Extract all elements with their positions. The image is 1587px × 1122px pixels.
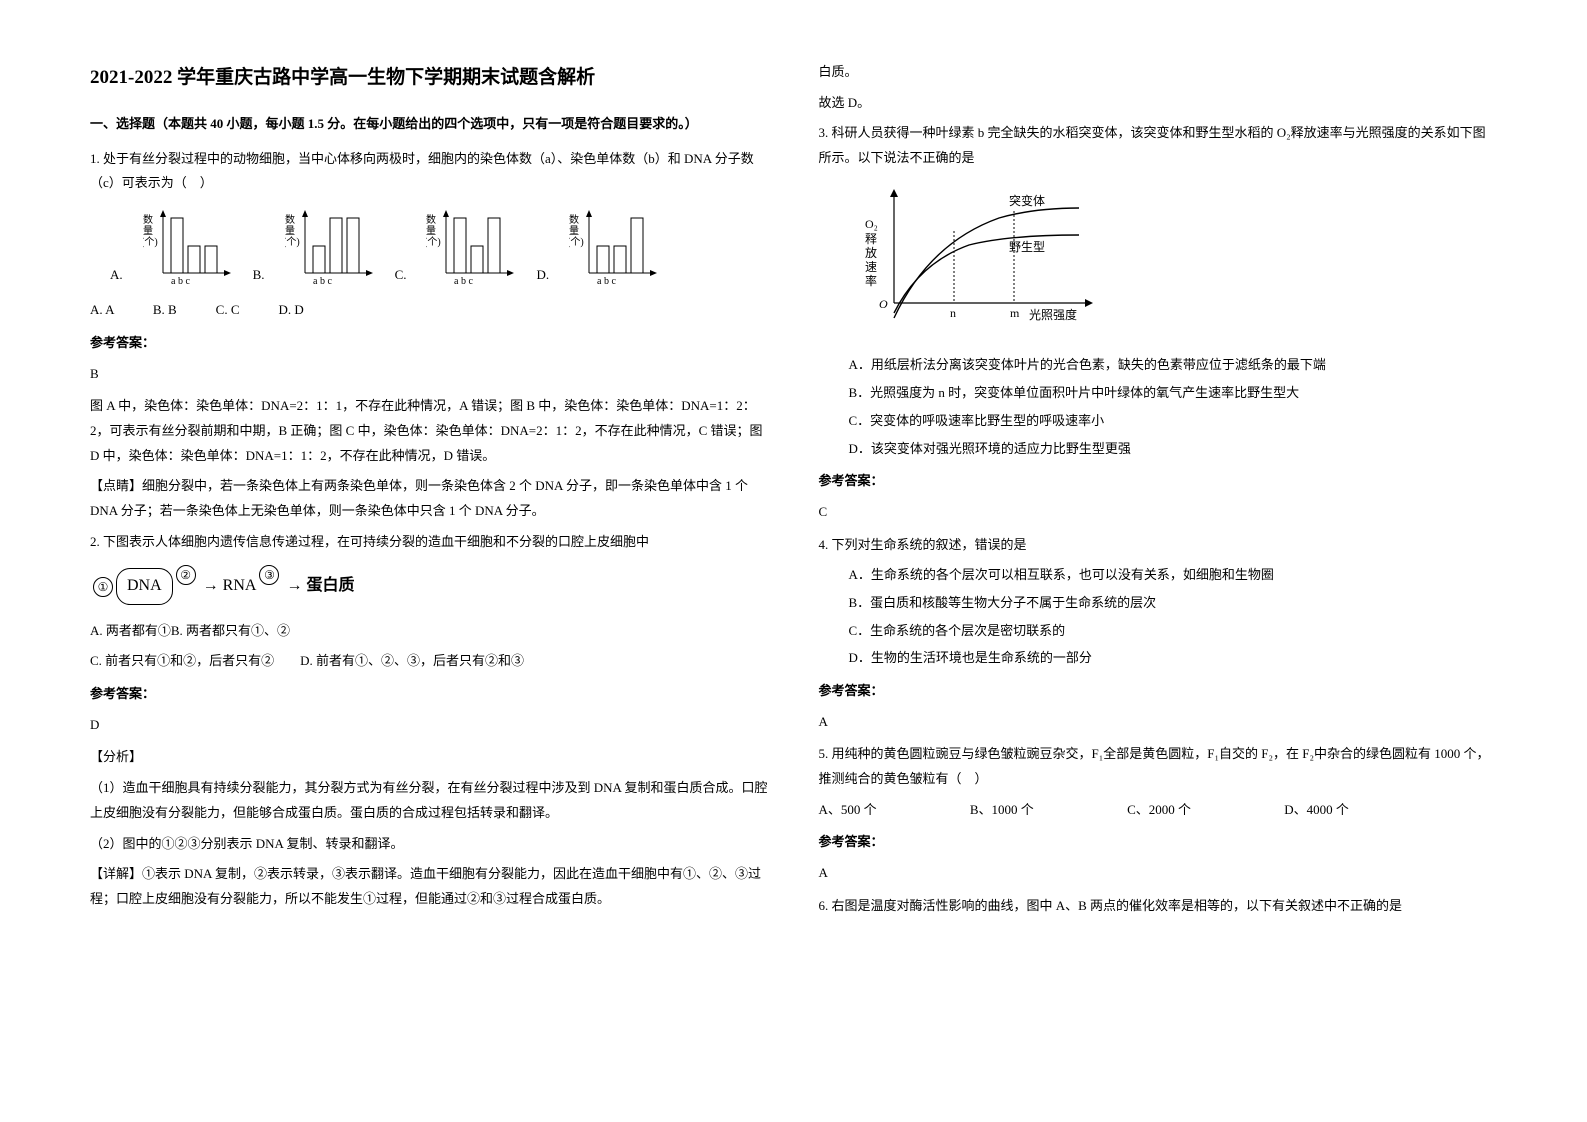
q2-rna: RNA <box>223 571 257 601</box>
svg-text:(个): (个) <box>285 236 300 248</box>
svg-text:n: n <box>950 306 956 320</box>
q2-optA: A. 两者都有①B. 两者都只有①、② <box>90 619 769 644</box>
q1-opt-D-label: D. <box>536 263 549 288</box>
q5-stem: 5. 用纯种的黄色圆粒豌豆与绿色皱粒豌豆杂交，F₁全部是黄色圆粒，F₁自交的 F… <box>819 742 1498 791</box>
q1-opt-A-label: A. <box>110 263 123 288</box>
q5-optA: A、500 个 <box>819 802 877 817</box>
q2-analysis-label: 【分析】 <box>90 745 769 770</box>
q4-optA: A．生命系统的各个层次可以相互联系，也可以没有关系，如细胞和生物圈 <box>849 563 1498 588</box>
q1-chart-D: 数 量 (个) a b c <box>569 208 659 288</box>
svg-text:a b c: a b c <box>454 276 473 287</box>
q5-options: A、500 个 B、1000 个 C、2000 个 D、4000 个 <box>819 798 1498 823</box>
svg-text:量: 量 <box>569 225 579 237</box>
q1-charts: A. 数 量 (个) a b c B. 数 量 (个) a b <box>110 208 769 288</box>
q4-answer: A <box>819 710 1498 735</box>
q3-answer: C <box>819 500 1498 525</box>
q2-detail: 【详解】①表示 DNA 复制，②表示转录，③表示翻译。造血干细胞有分裂能力，因此… <box>90 862 769 911</box>
svg-text:突变体: 突变体 <box>1009 193 1045 208</box>
svg-text:量: 量 <box>426 225 436 237</box>
q1-options: A. A B. B C. C D. D <box>90 298 769 323</box>
svg-text:a b c: a b c <box>597 276 616 287</box>
arrow-icon-2: → <box>286 571 302 601</box>
svg-text:(个): (个) <box>569 236 584 248</box>
q1-chart-A: 数 量 (个) a b c <box>143 208 233 288</box>
q5-optD: D、4000 个 <box>1284 802 1349 817</box>
svg-text:数: 数 <box>143 213 153 226</box>
q4-optC: C．生命系统的各个层次是密切联系的 <box>849 619 1498 644</box>
q2-detail-cont-1: 白质。 <box>819 60 1498 85</box>
q2-analysis1: （1）造血干细胞具有持续分裂能力，其分裂方式为有丝分裂，在有丝分裂过程中涉及到 … <box>90 776 769 825</box>
q2-answer-label: 参考答案： <box>90 682 769 707</box>
svg-text:数: 数 <box>569 213 579 226</box>
q2-circled-3: ③ <box>259 565 279 585</box>
q2-analysis2: （2）图中的①②③分别表示 DNA 复制、转录和翻译。 <box>90 832 769 857</box>
q1-chart-B: 数 量 (个) a b c <box>285 208 375 288</box>
q3-optD: D．该突变体对强光照环境的适应力比野生型更强 <box>849 437 1498 462</box>
q5-answer-label: 参考答案： <box>819 830 1498 855</box>
q5-optC: C、2000 个 <box>1127 802 1191 817</box>
q1-opt-C-label: C. <box>395 263 407 288</box>
q2-circled-2: ② <box>176 565 196 585</box>
q4-optD: D．生物的生活环境也是生命系统的一部分 <box>849 646 1498 671</box>
q2-dna-box: DNA <box>116 568 173 604</box>
q1-answer: B <box>90 362 769 387</box>
q4-optB: B．蛋白质和核酸等生物大分子不属于生命系统的层次 <box>849 591 1498 616</box>
svg-text:放: 放 <box>865 245 877 260</box>
q2-optC: C. 前者只有①和②，后者只有② D. 前者有①、②、③，后者只有②和③ <box>90 649 769 674</box>
svg-text:野生型: 野生型 <box>1009 240 1045 254</box>
q2-answer: D <box>90 713 769 738</box>
q2-formula: ① DNA ② → RNA ③ → 蛋白质 <box>90 568 769 604</box>
q2-circled-1: ① <box>93 577 113 597</box>
svg-text:(个): (个) <box>426 236 441 248</box>
q1-expl1: 图 A 中，染色体：染色单体：DNA=2：1：1，不存在此种情况，A 错误；图 … <box>90 394 769 468</box>
q3-stem: 3. 科研人员获得一种叶绿素 b 完全缺失的水稻突变体，该突变体和野生型水稻的 … <box>819 121 1498 170</box>
svg-text:率: 率 <box>865 273 877 288</box>
q4-stem: 4. 下列对生命系统的叙述，错误的是 <box>819 533 1498 558</box>
q3-optB: B．光照强度为 n 时，突变体单位面积叶片中叶绿体的氧气产生速率比野生型大 <box>849 381 1498 406</box>
q2-detail-cont-2: 故选 D。 <box>819 91 1498 116</box>
page-title: 2021-2022 学年重庆古路中学高一生物下学期期末试题含解析 <box>90 60 769 96</box>
svg-text:O: O <box>879 297 888 311</box>
svg-text:释: 释 <box>865 232 877 246</box>
section-1-title: 一、选择题（本题共 40 小题，每小题 1.5 分。在每小题给出的四个选项中，只… <box>90 112 769 137</box>
q5-answer: A <box>819 861 1498 886</box>
q1-stem: 1. 处于有丝分裂过程中的动物细胞，当中心体移向两极时，细胞内的染色体数（a）、… <box>90 147 769 196</box>
q3-optC: C．突变体的呼吸速率比野生型的呼吸速率小 <box>849 409 1498 434</box>
q3-answer-label: 参考答案： <box>819 469 1498 494</box>
q1-chart-C: 数 量 (个) a b c <box>426 208 516 288</box>
svg-text:量: 量 <box>285 225 295 237</box>
q4-answer-label: 参考答案： <box>819 679 1498 704</box>
svg-text:O₂: O₂ <box>865 217 878 231</box>
svg-text:速: 速 <box>865 260 877 274</box>
q3-optA: A．用纸层析法分离该突变体叶片的光合色素，缺失的色素带应位于滤纸条的最下端 <box>849 353 1498 378</box>
q1-expl2: 【点睛】细胞分裂中，若一条染色体上有两条染色单体，则一条染色体含 2 个 DNA… <box>90 474 769 523</box>
svg-text:数: 数 <box>426 213 436 226</box>
q5-optB: B、1000 个 <box>970 802 1034 817</box>
svg-text:a b c: a b c <box>171 276 190 287</box>
svg-text:m: m <box>1010 306 1020 320</box>
q2-protein: 蛋白质 <box>306 571 354 601</box>
q1-answer-label: 参考答案： <box>90 331 769 356</box>
svg-text:数: 数 <box>285 213 295 226</box>
q3-chart: 突变体 野生型 O n m 光照强度 O₂ 释 放 速 率 <box>859 183 1498 342</box>
svg-text:量: 量 <box>143 225 153 237</box>
q2-stem: 2. 下图表示人体细胞内遗传信息传递过程，在可持续分裂的造血干细胞和不分裂的口腔… <box>90 530 769 555</box>
svg-text:光照强度: 光照强度 <box>1029 307 1077 322</box>
q1-opt-B-label: B. <box>253 263 265 288</box>
q6-stem: 6. 右图是温度对酶活性影响的曲线，图中 A、B 两点的催化效率是相等的，以下有… <box>819 894 1498 919</box>
svg-text:a b c: a b c <box>313 276 332 287</box>
svg-text:(个): (个) <box>143 236 158 248</box>
arrow-icon-1: → <box>203 571 219 601</box>
